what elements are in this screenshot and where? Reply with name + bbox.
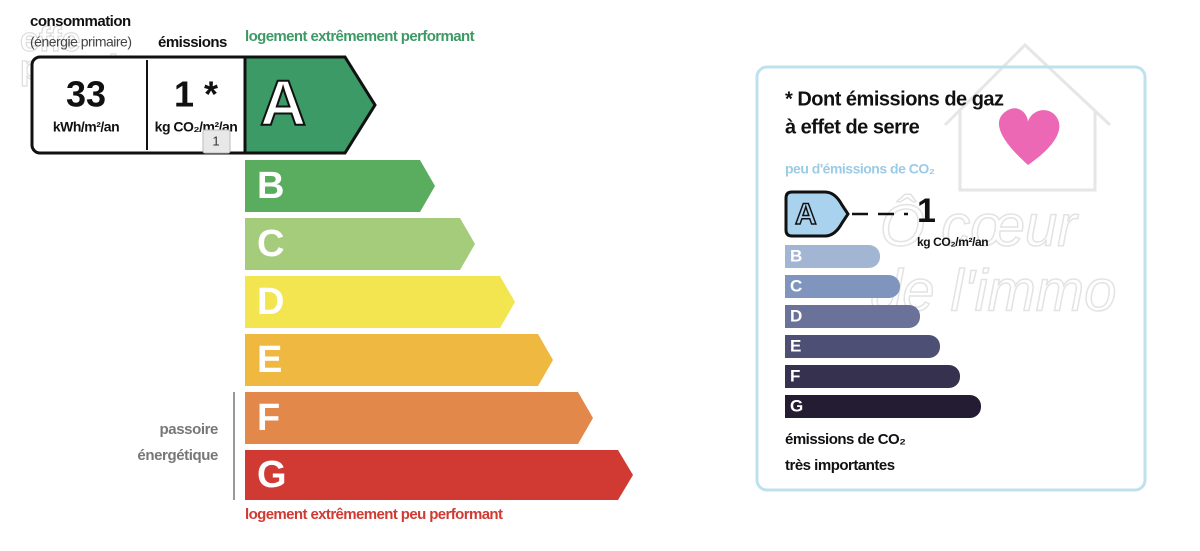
- class-bar: [245, 218, 475, 270]
- class-bar: [245, 160, 435, 212]
- ghg-bar: [785, 245, 805, 268]
- ghg-bar: [785, 275, 900, 298]
- ghg-class-letter: B: [790, 246, 802, 265]
- ghg-bar: [785, 275, 805, 298]
- class-arrow-a: [243, 55, 377, 155]
- tooltip: [202, 129, 231, 154]
- consumption-unit: kWh/m²/an: [53, 119, 119, 135]
- ghg-class-letter: D: [790, 306, 802, 325]
- ghg-bar: [785, 305, 805, 328]
- top-caption: logement extrêmement performant: [245, 28, 475, 45]
- bottom-caption: logement extrêmement peu performant: [245, 506, 503, 523]
- consumption-value: 33: [66, 74, 106, 115]
- watermark-house: [943, 42, 1112, 192]
- class-letter: G: [257, 454, 287, 496]
- ghg-bar: [785, 365, 805, 388]
- ghg-unit: kg CO₂/m²/an: [917, 235, 988, 249]
- tooltip-text: 1: [212, 133, 219, 148]
- ghg-class-letter: G: [790, 396, 803, 415]
- emissions-value: 1 *: [174, 74, 218, 115]
- ghg-panel: [755, 65, 1147, 492]
- class-bar: [245, 334, 553, 386]
- class-bar: [245, 276, 515, 328]
- ghg-top-caption: peu d'émissions de CO₂: [785, 161, 935, 177]
- class-letter: B: [257, 165, 284, 207]
- ghg-bar: [785, 335, 940, 358]
- class-bar: [245, 392, 593, 444]
- ghg-bar: [785, 245, 880, 268]
- ghg-bottom-caption: émissions de CO₂: [785, 431, 905, 448]
- ghg-class-letter: E: [790, 336, 801, 355]
- ghg-title: * Dont émissions de gaz: [785, 88, 1004, 110]
- watermark: effe: [20, 21, 80, 59]
- ghg-class-letter: F: [790, 366, 800, 385]
- consumption-header: consommation: [30, 13, 131, 30]
- class-letter: C: [257, 223, 284, 265]
- ghg-value: 1: [917, 192, 936, 230]
- class-bar: [245, 450, 633, 500]
- class-letter: A: [260, 67, 306, 139]
- class-letter: E: [257, 339, 282, 381]
- ghg-class-letter: A: [795, 198, 817, 231]
- ghg-title: à effet de serre: [785, 116, 920, 138]
- watermark-heart: [998, 108, 1060, 165]
- consumption-subheader: (énergie primaire): [30, 34, 131, 50]
- ghg-bar: [785, 395, 805, 418]
- class-letter: F: [257, 397, 280, 439]
- ghg-bar: [785, 365, 960, 388]
- ghg-bar: [785, 395, 981, 418]
- ghg-bar: [785, 305, 920, 328]
- ghg-class-letter: C: [790, 276, 802, 295]
- side-caption: passoire: [160, 421, 219, 438]
- class-letter: D: [257, 281, 284, 323]
- ghg-bar: [785, 335, 805, 358]
- ghg-class-a: [784, 190, 850, 238]
- emissions-header: émissions: [158, 34, 227, 51]
- watermark: Ô cœur: [880, 193, 1079, 258]
- ghg-bottom-caption: très importantes: [785, 457, 895, 474]
- side-caption: énergétique: [137, 447, 218, 464]
